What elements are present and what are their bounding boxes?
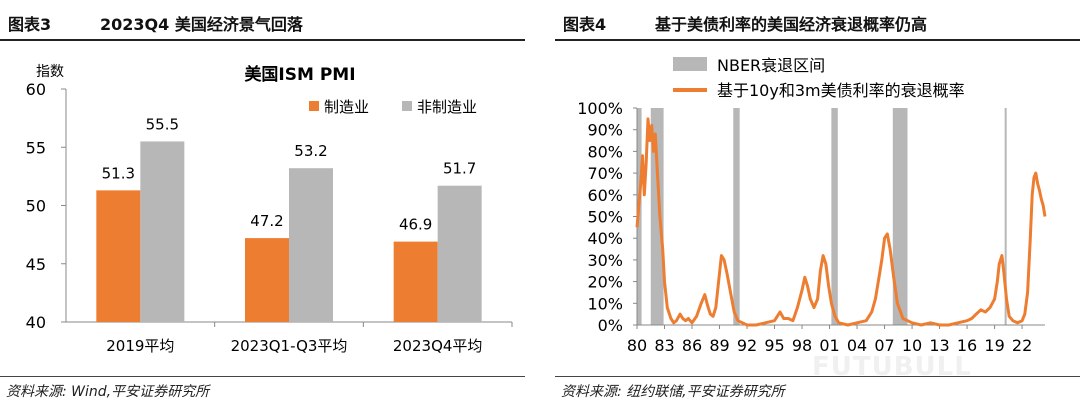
legend-swatch [309, 101, 319, 111]
x-tick-label: 92 [737, 336, 757, 355]
recession-band [831, 108, 838, 325]
legend-label-recession: NBER衰退区间 [717, 56, 825, 75]
y-tick-label: 40 [26, 313, 46, 332]
x-tick-label: 86 [682, 336, 702, 355]
recession-band [892, 108, 908, 325]
y-tick-label: 60% [587, 186, 623, 205]
bar-data-label: 46.9 [399, 216, 432, 234]
bar-manufacturing [96, 190, 141, 322]
x-tick-label: 22 [1012, 336, 1032, 355]
right-source-note: 资料来源: 纽约联储,平安证券研究所 [561, 384, 785, 400]
right-figure-title: 基于美债利率的美国经济衰退概率仍高 [655, 15, 928, 34]
y-tick-label: 55 [26, 138, 46, 157]
chart-title: 美国ISM PMI [244, 64, 355, 85]
y-tick-label: 30% [587, 251, 623, 270]
bar-data-label: 51.7 [443, 160, 476, 178]
bar-data-label: 47.2 [250, 212, 283, 230]
legend-label-probability: 基于10y和3m美债利率的衰退概率 [717, 81, 965, 100]
bar-non-manufacturing [140, 141, 185, 322]
x-category-label: 2019平均 [106, 337, 174, 355]
left-footer-rule [0, 376, 525, 377]
y-tick-label: 60 [26, 80, 46, 99]
left-figure-title: 2023Q4 美国经济景气回落 [100, 15, 303, 34]
recession-probability-chart: 0% 10% 20% 30% 40% 50% 60% 70% 80% 90% 100% 80 83 86 8… [577, 56, 1047, 355]
bar-manufacturing [245, 238, 289, 322]
y-axis-label: 指数 [36, 64, 64, 80]
bar-data-label: 51.3 [102, 164, 135, 182]
x-tick-label: 13 [929, 336, 949, 355]
pmi-bar-chart: 指数 美国ISM PMI 40 45 50 55 60 2019平均 51.3 55.5 2023Q… [26, 64, 513, 355]
x-tick-label: 04 [847, 336, 867, 355]
x-category-label: 2023Q1-Q3平均 [231, 337, 348, 355]
bar-non-manufacturing [289, 168, 333, 322]
x-tick-label: 19 [984, 336, 1004, 355]
x-tick-label: 98 [792, 336, 812, 355]
x-tick-label: 16 [957, 336, 977, 355]
recession-band [733, 108, 740, 325]
right-footer-rule [555, 376, 1080, 377]
bar-data-label: 53.2 [294, 142, 327, 160]
left-figure-header: 图表3 2023Q4 美国经济景气回落 [0, 0, 525, 41]
y-tick-label: 50% [587, 208, 623, 227]
x-tick-label: 83 [654, 336, 674, 355]
left-figure-number: 图表3 [8, 15, 52, 34]
bar-non-manufacturing [437, 185, 482, 322]
right-figure-panel: 图表4 基于美债利率的美国经济衰退概率仍高 0% 10% 20% 30% 40% 50% 6… [555, 0, 1080, 416]
y-tick-label: 40% [587, 229, 623, 248]
y-tick-label: 80% [587, 142, 623, 161]
x-tick-label: 07 [874, 336, 894, 355]
right-header-rule [555, 39, 1080, 41]
bar-data-label: 55.5 [146, 115, 179, 133]
legend-swatch-recession [673, 57, 707, 71]
x-tick-label: 95 [764, 336, 784, 355]
recession-band [1004, 108, 1007, 325]
y-tick-label: 10% [587, 294, 623, 313]
x-tick-label: 10 [902, 336, 922, 355]
y-tick-label: 90% [587, 121, 623, 140]
y-tick-label: 70% [587, 164, 623, 183]
recession-probability-line [635, 117, 1047, 327]
watermark: FUTUBULL [812, 352, 972, 382]
y-tick-label: 45 [26, 255, 46, 274]
y-tick-label: 0% [598, 316, 623, 335]
y-tick-label: 100% [577, 99, 623, 118]
right-figure-number: 图表4 [563, 15, 607, 34]
y-tick-label: 20% [587, 273, 623, 292]
y-tick-label: 50 [26, 197, 46, 216]
left-figure-panel: 图表3 2023Q4 美国经济景气回落 指数 美国ISM PMI 40 45 50 55 6… [0, 0, 525, 416]
x-tick-label: 80 [627, 336, 647, 355]
bar-manufacturing [393, 241, 438, 322]
x-tick-label: 89 [709, 336, 729, 355]
right-figure-header: 图表4 基于美债利率的美国经济衰退概率仍高 [555, 0, 1080, 41]
left-header-rule [0, 39, 525, 41]
legend-label: 非制造业 [417, 98, 477, 116]
x-category-label: 2023Q4平均 [393, 337, 483, 355]
x-tick-label: 01 [819, 336, 839, 355]
legend-label: 制造业 [324, 98, 369, 116]
recession-band [650, 108, 664, 325]
left-source-note: 资料来源: Wind,平安证券研究所 [6, 384, 210, 400]
legend-swatch [402, 101, 412, 111]
